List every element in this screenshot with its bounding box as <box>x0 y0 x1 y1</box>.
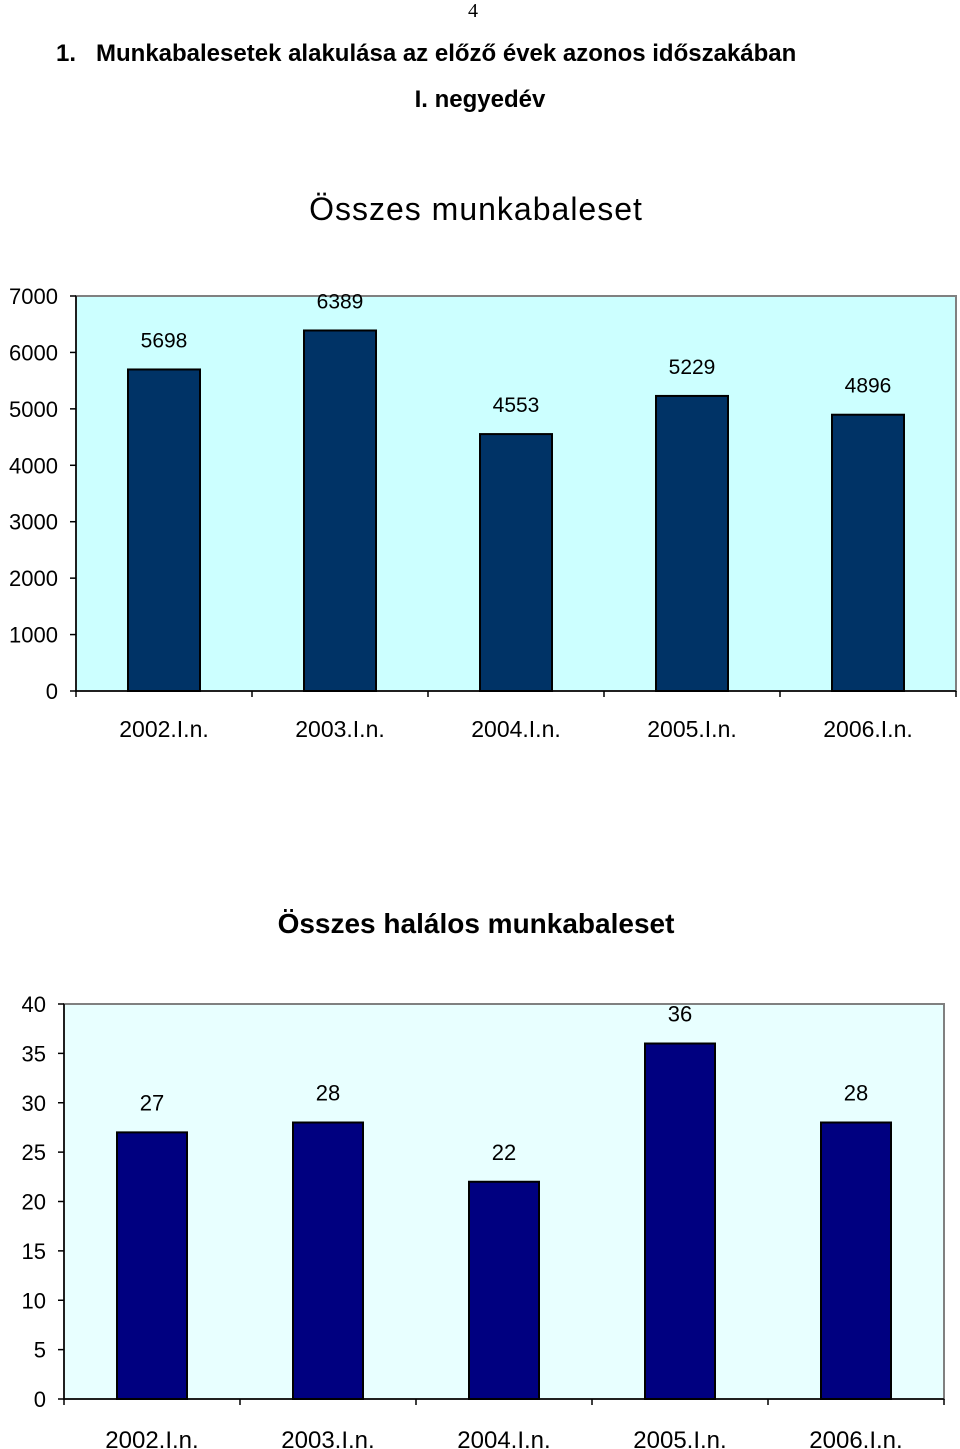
section-subtitle: I. negyedév <box>414 86 546 113</box>
y-tick-label: 2000 <box>9 566 58 591</box>
x-tick-label: 2004.I.n. <box>471 716 561 742</box>
x-tick-label: 2003.I.n. <box>281 1427 374 1449</box>
data-label: 5229 <box>669 356 716 379</box>
y-tick-label: 6000 <box>9 340 58 365</box>
x-tick-label: 2004.I.n. <box>457 1427 550 1449</box>
bar <box>303 329 377 693</box>
y-tick-label: 25 <box>22 1140 46 1165</box>
x-tick-label: 2006.I.n. <box>823 716 913 742</box>
bar <box>292 1121 364 1400</box>
y-tick-label: 5000 <box>9 397 58 422</box>
page-number: 4 <box>468 0 478 22</box>
bar <box>127 368 201 692</box>
x-tick-label: 2002.I.n. <box>119 716 209 742</box>
data-label: 5698 <box>141 329 188 352</box>
y-tick-label: 30 <box>22 1091 46 1116</box>
chart-total-accidents: Összes munkabaleset 0 1000 2000 3000 4000 5000… <box>9 191 957 742</box>
y-tick-label: 4000 <box>9 453 58 478</box>
y-tick-label: 10 <box>22 1288 46 1313</box>
x-tick-label: 2005.I.n. <box>633 1427 726 1449</box>
section-heading: 1. Munkabalesetek alakulása az előző évek… <box>56 40 796 68</box>
data-label: 22 <box>492 1140 516 1165</box>
y-tick-label: 0 <box>34 1387 46 1412</box>
chart-title: Összes halálos munkabaleset <box>278 908 675 939</box>
data-label: 6389 <box>317 290 364 313</box>
x-tick-label: 2006.I.n. <box>809 1427 902 1449</box>
bar <box>820 1121 892 1400</box>
section-title: Munkabalesetek alakulása az előző évek a… <box>96 40 797 67</box>
y-tick-label: 35 <box>22 1041 46 1066</box>
data-label: 28 <box>316 1081 340 1106</box>
data-label: 27 <box>140 1090 164 1115</box>
y-tick-label: 1000 <box>9 623 58 648</box>
chart-fatal-accidents: Összes halálos munkabaleset 0 5 10 15 20 25 30 3… <box>22 908 945 1449</box>
x-tick-label: 2003.I.n. <box>295 716 385 742</box>
bar <box>468 1180 540 1400</box>
y-tick-label: 7000 <box>9 284 58 309</box>
y-tick-label: 20 <box>22 1190 46 1215</box>
y-tick-label: 0 <box>46 679 58 704</box>
data-label: 4553 <box>493 394 540 417</box>
x-tick-label: 2005.I.n. <box>647 716 737 742</box>
bar <box>831 413 905 692</box>
bar <box>655 394 729 692</box>
y-tick-label: 5 <box>34 1338 46 1363</box>
chart-title: Összes munkabaleset <box>309 191 643 227</box>
y-tick-label: 15 <box>22 1239 46 1264</box>
bar <box>479 433 553 692</box>
section-number: 1. <box>56 40 77 67</box>
x-tick-label: 2002.I.n. <box>105 1427 198 1449</box>
y-tick-label: 3000 <box>9 510 58 535</box>
data-label: 28 <box>844 1081 868 1106</box>
y-tick-label: 40 <box>22 992 46 1017</box>
bar <box>116 1131 188 1400</box>
data-label: 4896 <box>845 375 892 398</box>
data-label: 36 <box>668 1002 692 1027</box>
bar <box>644 1042 716 1400</box>
